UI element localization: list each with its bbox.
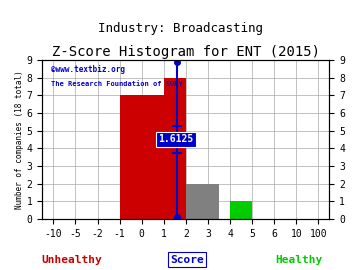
Bar bbox=[164, 77, 186, 219]
Y-axis label: Number of companies (18 total): Number of companies (18 total) bbox=[15, 70, 24, 209]
Text: Healthy: Healthy bbox=[275, 255, 323, 265]
Bar bbox=[186, 184, 219, 219]
Title: Z-Score Histogram for ENT (2015): Z-Score Histogram for ENT (2015) bbox=[52, 45, 320, 59]
Text: Unhealthy: Unhealthy bbox=[42, 255, 102, 265]
Bar bbox=[120, 95, 164, 219]
Text: Industry: Broadcasting: Industry: Broadcasting bbox=[98, 22, 262, 35]
Bar bbox=[230, 201, 252, 219]
Text: ©www.textbiz.org: ©www.textbiz.org bbox=[51, 65, 125, 74]
Text: The Research Foundation of SUNY: The Research Foundation of SUNY bbox=[51, 80, 183, 87]
Text: Score: Score bbox=[170, 255, 204, 265]
Text: 1.6125: 1.6125 bbox=[158, 134, 193, 144]
